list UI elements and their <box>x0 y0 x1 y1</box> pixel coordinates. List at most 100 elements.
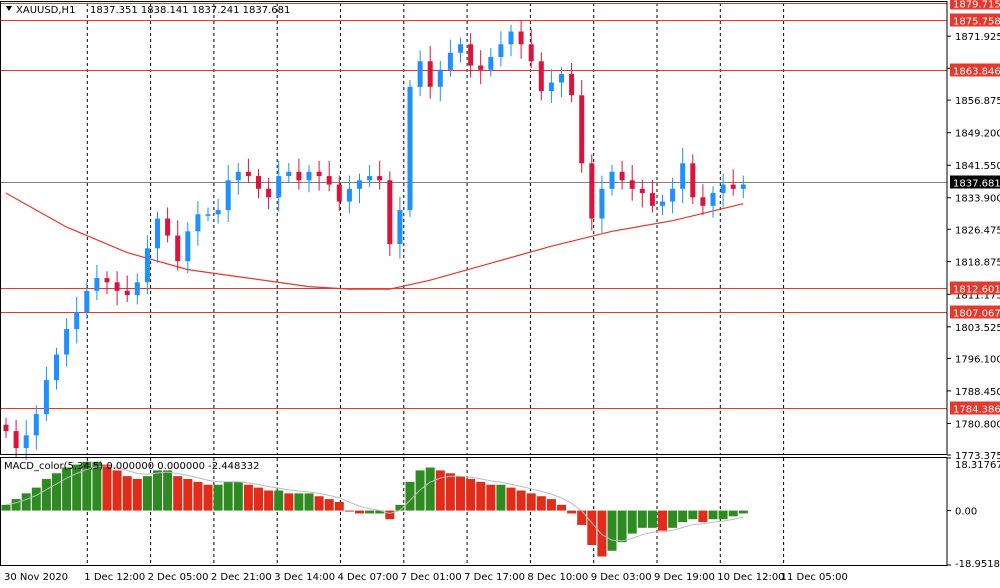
macd-bar <box>526 493 536 511</box>
current-price-tag <box>950 175 1000 189</box>
price-tick-label: 1856.875 <box>955 96 1000 107</box>
price-tick-label: 1849.200 <box>955 129 1000 140</box>
macd-bar <box>132 479 142 511</box>
candle-bear <box>427 61 433 87</box>
candle-bull <box>43 380 49 415</box>
candle-bull <box>235 171 241 181</box>
candle-bull <box>54 354 59 381</box>
price-level-label: 1807.067 <box>953 309 1000 320</box>
price-tick-label: 1826.475 <box>955 225 1000 236</box>
macd-bar <box>728 510 738 517</box>
candle-bear <box>13 431 19 449</box>
candle-bear <box>619 171 625 181</box>
price-level-tag <box>950 305 1000 319</box>
macd-bar <box>193 481 203 511</box>
candle-bear <box>124 290 130 296</box>
macd-bar <box>153 470 162 511</box>
candle-bull <box>155 218 160 249</box>
macd-bar <box>597 510 607 557</box>
candle-bear <box>649 193 655 206</box>
candle-bull <box>559 74 564 83</box>
candle-bull <box>599 188 605 219</box>
candle-bear <box>700 197 706 206</box>
candle-bear <box>569 74 575 96</box>
macd-bar <box>264 490 274 511</box>
macd-bar <box>142 476 152 511</box>
time-label: 11 Dec 05:00 <box>781 572 848 583</box>
candle-bull <box>437 69 443 87</box>
price-tick-label: 1773.375 <box>955 451 1000 462</box>
moving-average-line <box>5 192 744 290</box>
candle-bear <box>104 278 110 283</box>
candle-bull <box>23 435 29 449</box>
macd-bar <box>365 510 375 514</box>
macd-bar <box>355 510 364 514</box>
macd-bar <box>385 510 395 520</box>
price-level-label: 1875.758 <box>953 17 1000 28</box>
candle-bull <box>134 282 140 296</box>
candle-bull <box>417 61 423 87</box>
macd-signal-line <box>5 465 744 542</box>
candle-bear <box>589 163 595 219</box>
price-tick-label: 1796.100 <box>955 354 1000 365</box>
macd-bar <box>718 510 728 520</box>
macd-bar <box>344 510 354 512</box>
candle-bull <box>84 290 90 313</box>
time-label: 9 Dec 03:00 <box>591 572 652 583</box>
price-level-tag <box>950 63 1000 77</box>
macd-bar <box>294 493 304 511</box>
candle-bear <box>387 180 393 245</box>
macd-bar <box>607 510 617 551</box>
candle-bear <box>245 171 251 177</box>
macd-bar <box>92 461 102 511</box>
macd-bar <box>486 484 496 511</box>
candle-bear <box>3 424 9 432</box>
candle-bull <box>225 180 231 211</box>
time-axis: 30 Nov 2020 1 Dec 12:00 2 Dec 05:00 2 Dec 2… <box>4 572 848 583</box>
macd-bar <box>536 496 546 511</box>
candle-bear <box>468 44 474 66</box>
macd-bar <box>72 464 82 511</box>
time-label: 7 Dec 01:00 <box>401 572 462 583</box>
macd-bar <box>122 476 132 511</box>
candle-bull <box>488 57 494 70</box>
candle-bull <box>660 201 665 206</box>
macd-bar <box>11 499 21 511</box>
symbol-label: XAUUSD,H1 <box>16 5 75 16</box>
dropdown-triangle-icon[interactable] <box>6 6 12 11</box>
time-label: 7 Dec 17:00 <box>464 572 525 583</box>
chart-header: XAUUSD,H1 1837.351 1838.141 1837.241 183… <box>6 5 290 16</box>
candle-bull <box>276 176 282 198</box>
candle-bull <box>710 193 716 206</box>
candle-bull <box>407 86 413 211</box>
macd-bar <box>314 496 324 511</box>
macd-bar <box>496 484 506 511</box>
candle-bull <box>64 329 70 355</box>
candle-bull <box>357 180 362 189</box>
macd-bar <box>445 473 455 511</box>
macd-bar <box>243 484 253 511</box>
candle-bull <box>670 188 676 202</box>
macd-bar <box>617 510 627 543</box>
time-label: 9 Dec 19:00 <box>654 572 715 583</box>
horizontal-levels[interactable] <box>0 3 947 409</box>
time-label: 1 Dec 12:00 <box>84 572 145 583</box>
macd-bar <box>203 484 213 511</box>
candle-bull <box>508 31 514 45</box>
macd-label: MACD_color(5,34,5) 0.000000 0.000000 -2.… <box>4 461 260 472</box>
price-tick-label: 1818.875 <box>955 258 1000 269</box>
candle-bear <box>730 184 736 189</box>
macd-bar <box>708 510 718 520</box>
macd-bar <box>688 510 698 520</box>
macd-bar <box>1 504 11 511</box>
macd-bar <box>466 479 476 511</box>
time-label: 30 Nov 2020 <box>4 572 68 583</box>
moving-average <box>5 192 744 290</box>
price-tick-label: 1788.450 <box>955 387 1000 398</box>
price-tick-label: 1803.525 <box>955 323 1000 334</box>
macd-bar <box>254 487 263 511</box>
candle-bull <box>458 44 463 53</box>
price-tick-label: 1841.550 <box>955 161 1000 172</box>
macd-bar <box>476 481 486 511</box>
